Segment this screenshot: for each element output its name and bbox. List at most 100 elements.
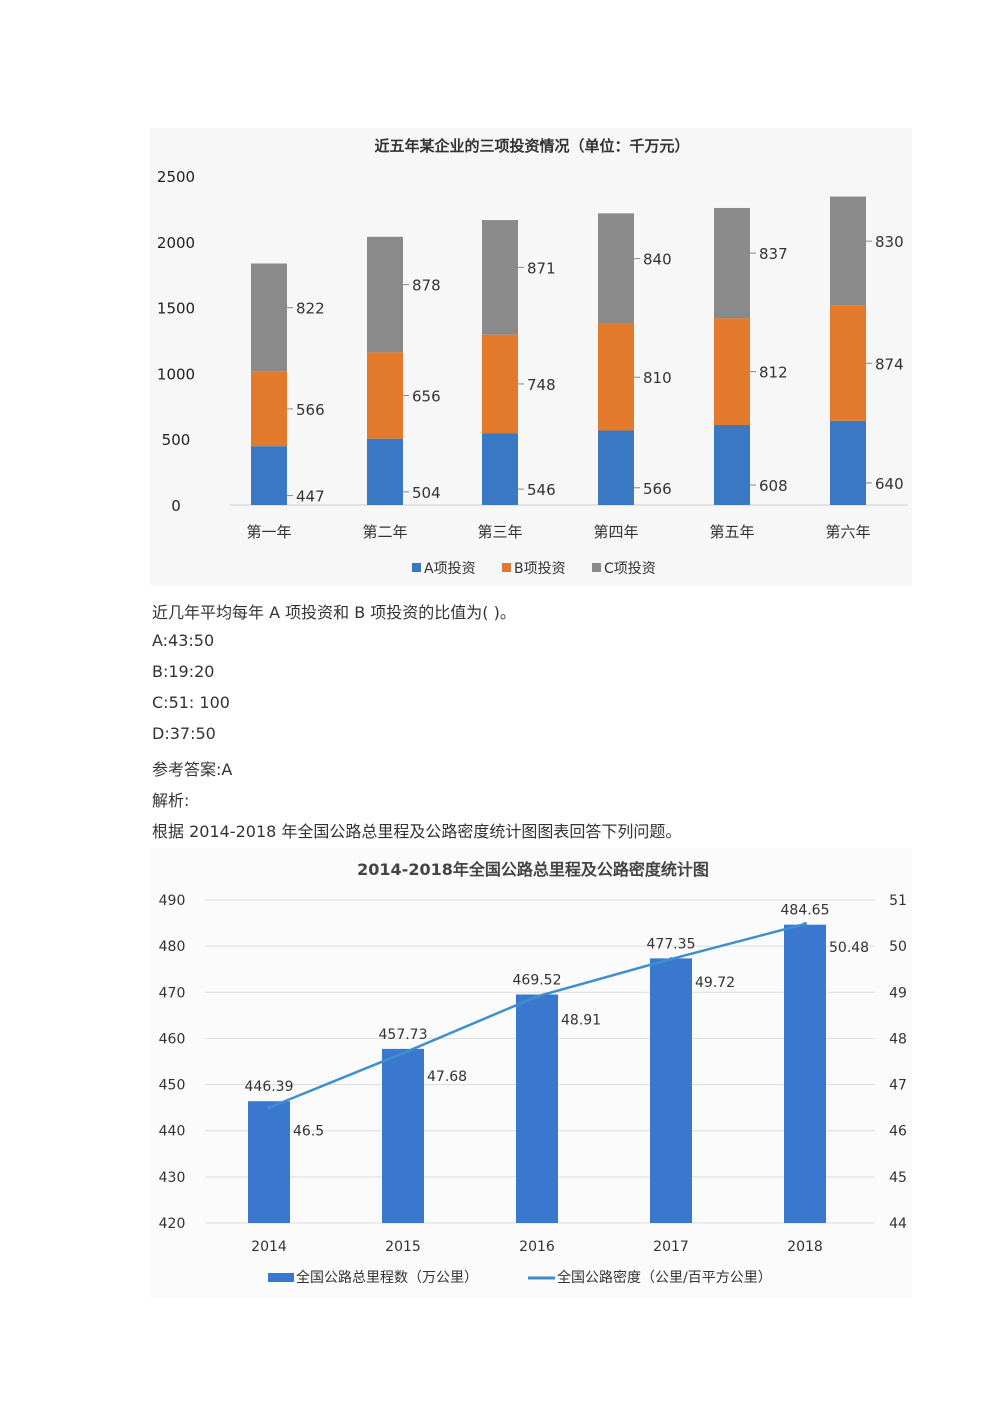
y-right-tick-label: 50 (889, 939, 907, 955)
y-left-tick-label: 430 (159, 1170, 186, 1186)
y-left-tick-label: 440 (159, 1124, 186, 1140)
y-right-tick-label: 49 (889, 985, 907, 1001)
bar (382, 1048, 424, 1223)
data-label: 812 (759, 364, 788, 382)
legend-label: 全国公路密度（公里/百平方公里） (557, 1269, 772, 1286)
x-tick-label: 第二年 (362, 523, 407, 541)
y-right-tick-label: 46 (889, 1124, 907, 1140)
y-tick-label: 0 (171, 497, 181, 515)
x-tick-label: 第五年 (709, 523, 754, 541)
analysis-label: 解析: (152, 791, 190, 810)
stacked-bar-chart: 近五年某企业的三项投资情况（单位：千万元） 0 500 1000 1500 2000 250… (150, 128, 912, 586)
bar-segment (830, 196, 866, 306)
y-left-tick-label: 490 (159, 893, 186, 909)
bar-line-chart: 2014-2018年全国公路总里程及公路密度统计图 420 430 440 450 460… (150, 848, 912, 1298)
data-label: 837 (759, 245, 788, 263)
bar-segment (714, 207, 750, 319)
bar-segment (598, 213, 634, 324)
x-tick-label: 第一年 (246, 523, 291, 541)
data-label: 871 (527, 259, 556, 277)
y-tick-label: 1000 (157, 365, 195, 383)
y-left-tick-label: 470 (159, 985, 186, 1001)
data-label: 566 (643, 480, 672, 498)
y-right-tick-label: 45 (889, 1170, 907, 1186)
line-data-label: 48.91 (561, 1012, 601, 1028)
bar-segment (830, 420, 866, 505)
line-point (669, 957, 673, 962)
data-label: 504 (412, 484, 441, 502)
line-point (803, 921, 807, 926)
data-label: 608 (759, 477, 788, 495)
data-label: 748 (527, 376, 556, 394)
data-label: 822 (296, 300, 325, 318)
x-tick-label: 2014 (251, 1239, 287, 1255)
line-data-label: 46.5 (293, 1124, 324, 1140)
next-question-intro: 根据 2014-2018 年全国公路总里程及公路密度统计图图表回答下列问题。 (152, 822, 682, 841)
data-label: 878 (412, 277, 441, 295)
bar (516, 994, 558, 1223)
legend-swatch-bar (268, 1273, 294, 1282)
question-stem: 近几年平均每年 A 项投资和 B 项投资的比值为( )。 (152, 603, 516, 622)
y-right-tick-label: 44 (889, 1216, 907, 1232)
legend-label: C项投资 (604, 561, 656, 577)
bar-data-label: 446.39 (245, 1079, 294, 1095)
y-tick-label: 1500 (157, 300, 195, 318)
bar-segment (251, 263, 287, 372)
y-left-tick-label: 480 (159, 939, 186, 955)
y-right-tick-label: 51 (889, 893, 907, 909)
y-tick-label: 2000 (157, 234, 195, 252)
y-tick-label: 2500 (157, 168, 195, 186)
data-label: 447 (296, 488, 325, 506)
y-right-tick-label: 47 (889, 1078, 907, 1094)
chart-title: 2014-2018年全国公路总里程及公路密度统计图 (357, 860, 709, 879)
bar-segment (251, 446, 287, 505)
y-left-tick-label: 460 (159, 1031, 186, 1047)
bar-segment (830, 305, 866, 421)
data-label: 874 (875, 355, 904, 373)
bar-segment (714, 424, 750, 505)
bar-data-label: 477.35 (647, 936, 696, 952)
x-tick-label: 2016 (519, 1239, 555, 1255)
bar-segment (482, 433, 518, 505)
data-label: 840 (643, 251, 672, 269)
x-tick-label: 2017 (653, 1239, 689, 1255)
line-data-label: 50.48 (829, 940, 869, 956)
bar (248, 1101, 290, 1223)
bar-segment (367, 438, 403, 505)
option-a: A:43:50 (152, 631, 215, 650)
legend-label: B项投资 (514, 561, 566, 577)
y-left-tick-label: 450 (159, 1078, 186, 1094)
bar-segment (598, 323, 634, 431)
x-tick-label: 2015 (385, 1239, 421, 1255)
option-d: D:37:50 (152, 724, 216, 743)
bar-segment (714, 318, 750, 425)
legend-swatch (592, 563, 601, 572)
bar-data-label: 457.73 (379, 1027, 428, 1043)
option-b: B:19:20 (152, 662, 215, 681)
bar-segment (598, 430, 634, 505)
data-label: 640 (875, 475, 904, 493)
data-label: 656 (412, 388, 441, 406)
option-c: C:51: 100 (152, 693, 230, 712)
line-data-label: 47.68 (427, 1069, 467, 1085)
y-right-tick-label: 48 (889, 1031, 907, 1047)
bar (784, 924, 826, 1223)
answer: 参考答案:A (152, 760, 233, 779)
line-data-label: 49.72 (695, 975, 735, 991)
line-point (535, 994, 539, 999)
line-point (401, 1051, 405, 1056)
bar-segment (482, 334, 518, 434)
data-label: 546 (527, 481, 556, 499)
line-point (267, 1105, 271, 1110)
bar-segment (367, 236, 403, 353)
data-label: 830 (875, 233, 904, 251)
bar (650, 958, 692, 1223)
y-left-tick-label: 420 (159, 1216, 186, 1232)
legend-swatch (502, 563, 511, 572)
x-tick-label: 第三年 (477, 523, 522, 541)
data-label: 810 (643, 369, 672, 387)
legend-label: 全国公路总里程数（万公里） (296, 1269, 478, 1286)
chart-title: 近五年某企业的三项投资情况（单位：千万元） (374, 137, 689, 155)
bar-segment (482, 220, 518, 335)
x-tick-label: 2018 (787, 1239, 823, 1255)
